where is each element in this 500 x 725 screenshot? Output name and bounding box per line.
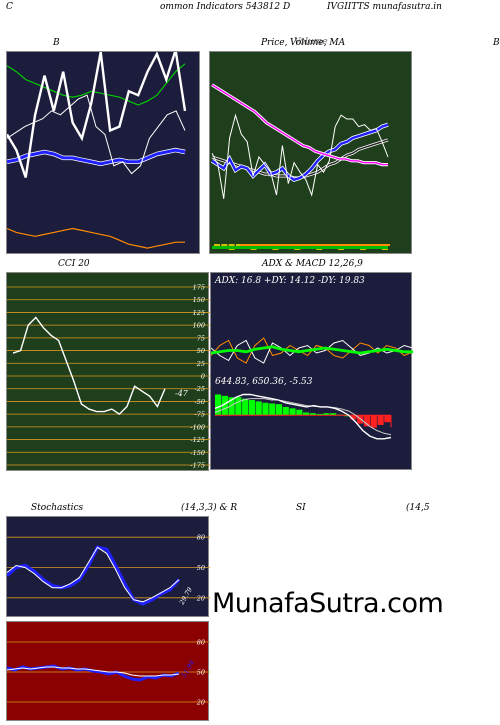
- cci-tick-label: 75: [197, 334, 205, 342]
- price-line: [211, 113, 389, 199]
- cci-tick-label: 150: [193, 296, 205, 304]
- macd-histogram-bar: [242, 398, 249, 416]
- cci-svg: 175 150 125 100 75 50 25 0 -25 -50 -75 -100 -125 -150…: [7, 284, 210, 470]
- macd-histogram-bar: [350, 415, 357, 420]
- rsi-tick-label: 50: [197, 669, 205, 677]
- price-title-overlap: Volume, MA: [290, 38, 346, 48]
- cci-tick-label: 175: [193, 284, 205, 292]
- stoch-title: Stochastics: [31, 503, 84, 513]
- adx-line: [211, 345, 413, 355]
- adx-svg: [211, 337, 413, 440]
- adx-title: ADX & MACD 12,26,9: [262, 259, 363, 269]
- cci-line: [12, 316, 166, 415]
- cci-tick-label: 50: [197, 347, 205, 355]
- macd-histogram-bar: [330, 413, 337, 416]
- macd-values: 644.83, 650.36, -5.53: [215, 377, 313, 387]
- volume-ma-band: [212, 246, 388, 249]
- header-center: ommon Indicators 543812 D: [160, 2, 291, 12]
- price-title: Price,: [261, 38, 288, 48]
- cci-tick-label: 125: [193, 309, 205, 317]
- cci-tick-label: -75: [195, 411, 205, 419]
- cci-tick-label: 100: [193, 322, 205, 330]
- bb-middle-band: [7, 148, 186, 166]
- volume-ma-band-2: [240, 244, 390, 246]
- rsi-params: (14,5: [406, 503, 430, 513]
- rsi-ma-line: [7, 666, 180, 677]
- macd-histogram-bar: [275, 404, 283, 416]
- stoch-panel: 80 50 20 29.79: [6, 516, 210, 617]
- cci-tick-label: -25: [195, 385, 205, 393]
- macd-histogram-bar: [357, 415, 364, 424]
- ma-short: [211, 123, 389, 182]
- adx-panel: ADX: 16.8 +DY: 14.12 -DY: 19.83 644.83, …: [210, 272, 413, 470]
- macd-histogram-bar: [255, 401, 262, 416]
- macd-histogram-bar: [248, 400, 256, 416]
- macd-histogram-bar: [269, 403, 276, 416]
- macd-histogram-bar: [363, 415, 371, 427]
- watermark: MunafaSutra.com: [212, 588, 444, 619]
- stoch-tick-label: 80: [197, 534, 205, 542]
- price-svg: [210, 83, 390, 250]
- cci-tick-label: -150: [190, 449, 205, 457]
- stoch-svg: 80 50 20 29.79: [7, 534, 210, 607]
- cci-tick-label: -50: [195, 398, 205, 406]
- bollinger-title: B: [53, 38, 60, 48]
- stoch-last-label: 29.79: [177, 586, 194, 607]
- cci-tick-label: -125: [190, 436, 205, 444]
- macd-histogram-bar: [377, 415, 384, 425]
- rsi-panel: 80 50 20 51.94: [6, 621, 210, 721]
- stoch-d-line: [7, 545, 181, 606]
- macd-histogram-bar: [370, 415, 377, 428]
- ma-trend: [211, 84, 388, 166]
- price-title-overlap2: Volume: [294, 37, 328, 47]
- cci-panel: 175 150 125 100 75 50 25 0 -25 -50 -75 -100 -125 -150…: [6, 272, 210, 471]
- cci-tick-label: -175: [190, 462, 205, 470]
- macd-histogram-bar: [309, 413, 316, 416]
- rsi-line: [7, 664, 180, 682]
- adx-values: ADX: 16.8 +DY: 14.12 -DY: 19.83: [215, 276, 365, 286]
- rsi-svg: 80 50 20 51.94: [7, 639, 210, 707]
- cci-tick-label: 25: [196, 360, 205, 368]
- macd-histogram-bar: [316, 413, 323, 416]
- stoch-tick-label: 20: [196, 594, 205, 602]
- cci-title: CCI 20: [58, 259, 90, 269]
- macd-histogram-bar: [228, 397, 235, 416]
- bb-upper-band: [7, 63, 186, 106]
- header-left: C: [6, 2, 13, 12]
- cci-last-label: -47: [175, 389, 189, 398]
- bb-ma-line: [7, 94, 186, 175]
- macd-histogram-bar: [262, 402, 269, 416]
- macd-histogram-bar: [221, 395, 228, 416]
- cci-tick-label: 0: [201, 373, 205, 381]
- macd-histogram-bar: [282, 406, 289, 416]
- cci-tick-label: -100: [190, 423, 205, 431]
- stoch-tick-label: 50: [197, 564, 205, 572]
- bollinger-svg: [7, 52, 187, 249]
- macd-histogram-bar: [215, 394, 222, 416]
- macd-histogram-bar: [296, 409, 303, 416]
- macd-signal-line: [214, 398, 392, 436]
- rsi-tick-label: 20: [196, 699, 205, 707]
- bb-lower-band: [7, 227, 185, 249]
- macd-histogram-bar: [303, 412, 310, 416]
- bb-price-line: [7, 52, 187, 178]
- bollinger-panel: [6, 51, 200, 254]
- macd-histogram-bar: [235, 397, 242, 416]
- macd-line: [214, 393, 392, 440]
- stoch-k-line: [7, 546, 180, 603]
- rsi-last-label: 51.94: [180, 659, 196, 679]
- header-right: IVGIITTS munafasutra.in: [327, 2, 442, 12]
- rsi-title: SI: [296, 503, 306, 513]
- macd-histogram-bar: [384, 415, 391, 423]
- macd-histogram-bar: [289, 408, 296, 416]
- price-panel: [209, 51, 412, 254]
- macd-histogram-bar: [323, 413, 330, 416]
- stoch-params: (14,3,3) & R: [181, 503, 238, 513]
- rsi-tick-label: 80: [197, 639, 205, 647]
- right-edge-label: B: [493, 38, 500, 48]
